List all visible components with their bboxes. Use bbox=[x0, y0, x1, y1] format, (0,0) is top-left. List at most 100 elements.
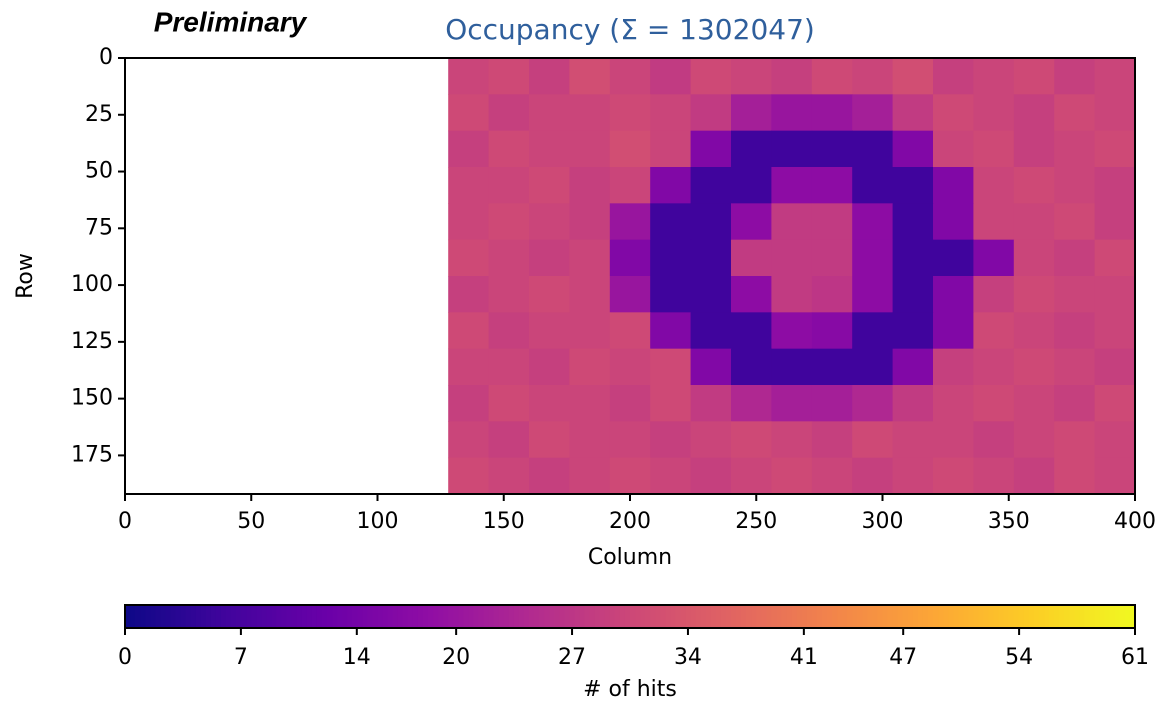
heatmap-cell bbox=[529, 130, 570, 168]
heatmap-cell bbox=[811, 58, 853, 95]
colorbar-segment bbox=[776, 605, 783, 628]
heatmap-cell bbox=[690, 167, 732, 204]
colorbar-segment bbox=[347, 605, 353, 628]
heatmap-cell bbox=[731, 94, 772, 132]
heatmap-cell bbox=[609, 312, 651, 350]
heatmap-cell bbox=[448, 58, 490, 95]
colorbar-tick-label: 61 bbox=[1121, 645, 1149, 670]
colorbar-label: # of hits bbox=[583, 677, 677, 702]
colorbar-segment bbox=[1089, 605, 1096, 628]
heatmap-cell bbox=[488, 276, 530, 313]
colorbar-tick-label: 14 bbox=[343, 645, 371, 670]
heatmap-cell bbox=[569, 385, 611, 422]
x-tick-label: 100 bbox=[357, 509, 399, 534]
colorbar-segment bbox=[1013, 605, 1020, 628]
heatmap-cell bbox=[771, 457, 813, 495]
heatmap-cell bbox=[771, 167, 813, 204]
colorbar-segment bbox=[579, 605, 586, 628]
heatmap-cell bbox=[488, 130, 530, 168]
heatmap-cell bbox=[892, 457, 934, 495]
heatmap-cell bbox=[973, 94, 1015, 132]
colorbar-segment bbox=[589, 605, 596, 628]
heatmap-cell bbox=[811, 203, 853, 241]
heatmap-cell bbox=[811, 312, 853, 350]
colorbar-segment bbox=[327, 605, 333, 628]
y-tick-label: 50 bbox=[85, 159, 113, 184]
colorbar-segment bbox=[357, 605, 363, 628]
heatmap-cell bbox=[569, 94, 611, 132]
heatmap-cell bbox=[650, 385, 692, 422]
heatmap-cell bbox=[1094, 348, 1136, 386]
colorbar-segment bbox=[837, 605, 843, 628]
heatmap-cell bbox=[529, 167, 570, 204]
colorbar-segment bbox=[645, 605, 651, 628]
colorbar-segment bbox=[715, 605, 722, 628]
heatmap-cell bbox=[569, 312, 611, 350]
heatmap-cell bbox=[1094, 421, 1136, 459]
heatmap-cell bbox=[1094, 58, 1136, 95]
heatmap-cell bbox=[650, 58, 692, 95]
colorbar-segment bbox=[736, 605, 742, 628]
colorbar-segment bbox=[291, 605, 298, 628]
colorbar-segment bbox=[650, 605, 656, 628]
colorbar-segment bbox=[352, 605, 358, 628]
heatmap-cell bbox=[973, 58, 1015, 95]
colorbar-segment bbox=[933, 605, 939, 628]
colorbar-segment bbox=[433, 605, 439, 628]
heatmap-cell bbox=[448, 348, 490, 386]
heatmap-cell bbox=[650, 312, 692, 350]
colorbar-segment bbox=[953, 605, 959, 628]
heatmap-cell bbox=[529, 457, 570, 495]
colorbar-segment bbox=[453, 605, 459, 628]
heatmap-cell bbox=[448, 457, 490, 495]
heatmap-cell bbox=[448, 167, 490, 204]
colorbar-segment bbox=[958, 605, 964, 628]
colorbar-segment bbox=[544, 605, 550, 628]
heatmap-cell bbox=[488, 167, 530, 204]
heatmap-cell bbox=[609, 130, 651, 168]
colorbar-segment bbox=[311, 605, 318, 628]
heatmap-cell bbox=[731, 348, 772, 386]
colorbar-segment bbox=[523, 605, 530, 628]
heatmap-cell bbox=[448, 312, 490, 350]
colorbar-segment bbox=[963, 605, 969, 628]
colorbar-segment bbox=[180, 605, 187, 628]
heatmap-cell bbox=[569, 167, 611, 204]
heatmap-cell bbox=[609, 58, 651, 95]
heatmap-cell bbox=[650, 167, 692, 204]
heatmap-cell bbox=[731, 421, 772, 459]
heatmap-cell bbox=[973, 239, 1015, 277]
heatmap-cell bbox=[892, 385, 934, 422]
heatmap-cell bbox=[1013, 239, 1055, 277]
heatmap-cell bbox=[933, 94, 974, 132]
heatmap-cell bbox=[690, 312, 732, 350]
colorbar-segment bbox=[342, 605, 348, 628]
colorbar-segment bbox=[1059, 605, 1065, 628]
colorbar-segment bbox=[1034, 605, 1040, 628]
heatmap-cell bbox=[811, 421, 853, 459]
colorbar-segment bbox=[165, 605, 172, 628]
colorbar-segment bbox=[498, 605, 505, 628]
colorbar-segment bbox=[761, 605, 767, 628]
colorbar-segment bbox=[1064, 605, 1070, 628]
colorbar-segment bbox=[675, 605, 682, 628]
heatmap-cell bbox=[529, 239, 570, 277]
heatmap-cell bbox=[811, 276, 853, 313]
colorbar-segment bbox=[463, 605, 469, 628]
heatmap-cell bbox=[1054, 167, 1096, 204]
heatmap-cell bbox=[1054, 312, 1096, 350]
heatmap-cell bbox=[973, 312, 1015, 350]
colorbar-segment bbox=[215, 605, 222, 628]
heatmap-cell bbox=[488, 94, 530, 132]
heatmap-cell bbox=[1094, 167, 1136, 204]
heatmap-cell bbox=[1054, 94, 1096, 132]
colorbar-segment bbox=[412, 605, 419, 628]
heatmap-cell bbox=[1094, 203, 1136, 241]
colorbar-segment bbox=[710, 605, 717, 628]
colorbar-segment bbox=[907, 605, 914, 628]
heatmap-cell bbox=[650, 239, 692, 277]
colorbar-segment bbox=[503, 605, 510, 628]
heatmap-cell bbox=[973, 167, 1015, 204]
heatmap-cell bbox=[488, 239, 530, 277]
